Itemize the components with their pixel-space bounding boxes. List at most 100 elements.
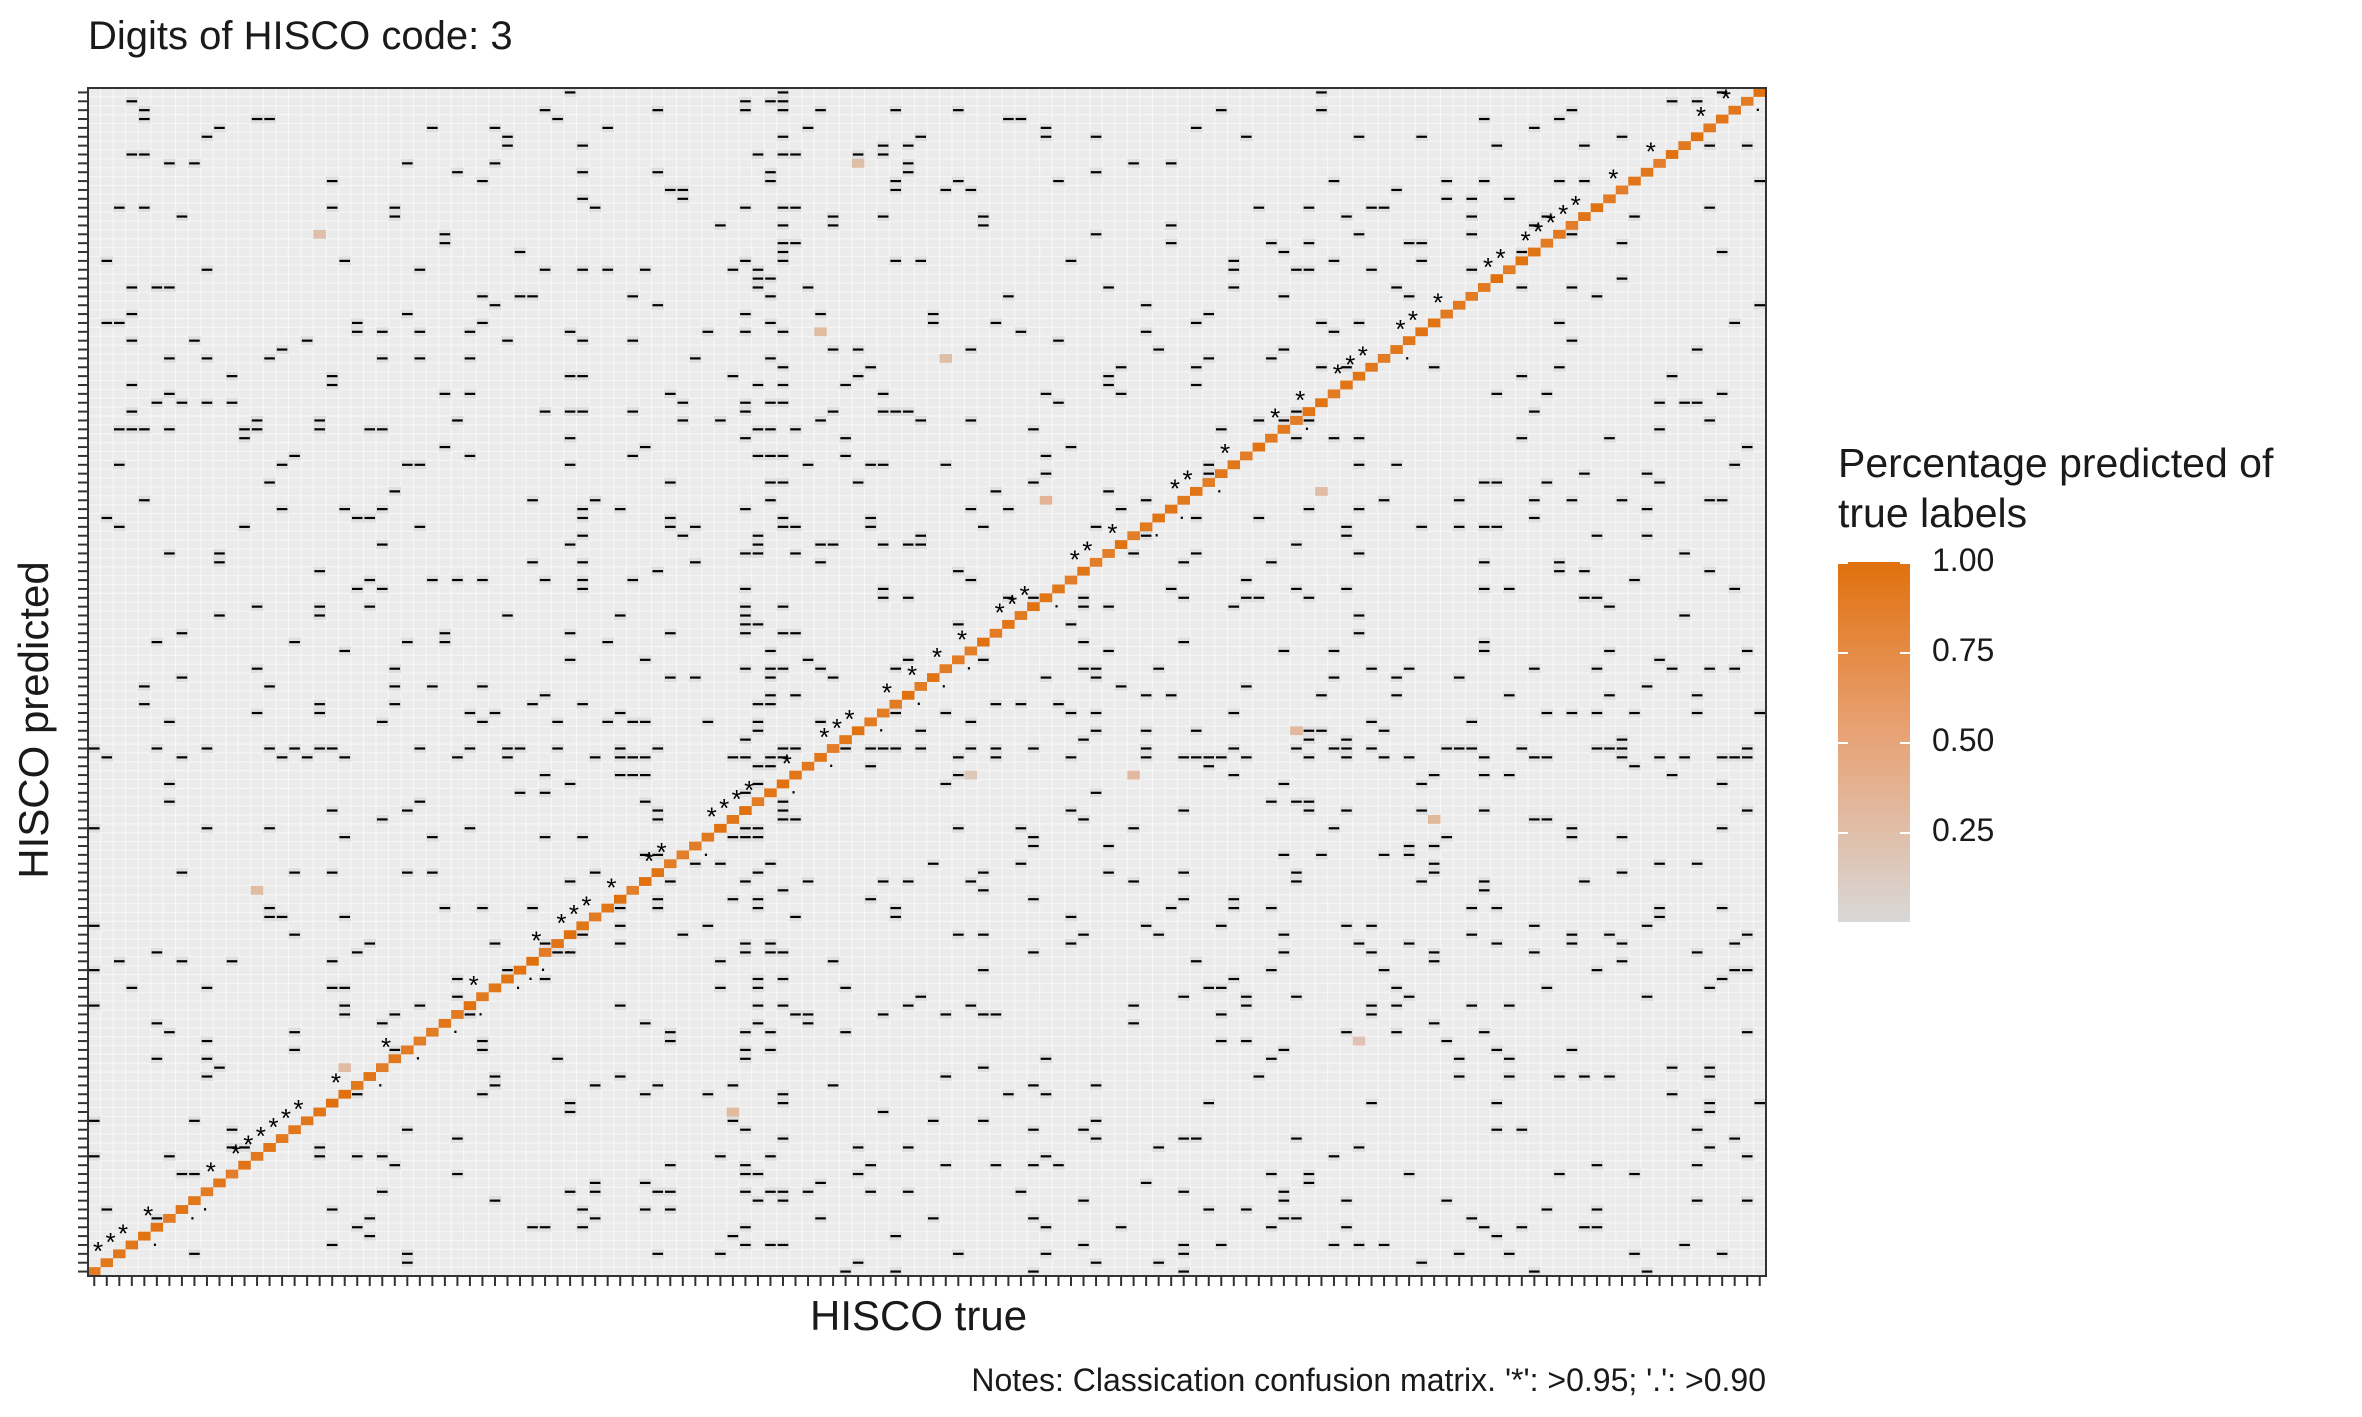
x-axis-label: HISCO true (810, 1292, 1028, 1339)
diagonal-cell (914, 682, 927, 691)
diagonal-cell (1715, 114, 1729, 124)
diagonal-cell (1628, 176, 1641, 186)
diagonal-cell (413, 1036, 427, 1046)
star-marker: * (719, 793, 729, 823)
panel-border (87, 87, 1767, 1277)
diagonal-cell (864, 717, 877, 727)
diagonal-cell (1302, 407, 1316, 417)
star-marker: * (1646, 137, 1656, 167)
dot-marker: . (1179, 499, 1185, 524)
heatmap-cell (726, 1107, 740, 1117)
dot-marker: . (452, 1013, 458, 1038)
heatmap-cell (1290, 726, 1303, 736)
diagonal-cell (1352, 371, 1366, 381)
diagonal-cell (1740, 96, 1754, 106)
legend-tick-mark (1838, 742, 1848, 744)
diagonal-cell (1327, 389, 1341, 399)
dot-marker: . (202, 1190, 208, 1215)
dot-marker: . (377, 1066, 383, 1091)
star-marker: * (819, 722, 829, 752)
diagonal-cell (1365, 362, 1378, 372)
star-marker: * (932, 642, 942, 672)
diagonal-cell (300, 1116, 314, 1126)
star-marker: * (1182, 465, 1192, 495)
star-marker: * (657, 837, 667, 867)
diagonal-cell (1753, 88, 1766, 97)
heatmap-cell (939, 353, 953, 363)
star-marker: * (143, 1201, 153, 1231)
diagonal-cell (1615, 185, 1629, 195)
star-marker: * (1333, 358, 1343, 388)
diagonal-cell (1565, 220, 1579, 230)
star-marker: * (569, 899, 579, 929)
legend-tick-label: 0.50 (1932, 722, 1995, 758)
diagonal-cell (939, 664, 953, 674)
diagonal-cell (1340, 380, 1353, 390)
diagonal-cell (1653, 158, 1666, 168)
diagonal-cell (313, 1107, 326, 1117)
diagonal-cell (613, 894, 627, 904)
dot-marker: . (565, 933, 571, 958)
diagonal-cell (1603, 194, 1616, 204)
diagonal-cell (275, 1134, 289, 1144)
diagonal-cell (851, 726, 865, 736)
diagonal-cell (1528, 247, 1541, 257)
diagonal-cell (764, 788, 777, 798)
diagonal-cell (1665, 150, 1679, 159)
diagonal-cell (638, 877, 652, 886)
dot-marker: . (1053, 588, 1059, 613)
star-marker: * (1107, 518, 1117, 548)
dot-marker: . (152, 1226, 158, 1251)
star-marker: * (268, 1112, 278, 1142)
legend-tick-label: 1.00 (1932, 542, 1995, 578)
dot-marker: . (1404, 339, 1410, 364)
diagonal-cell (789, 770, 802, 780)
heatmap-cell (338, 1063, 351, 1073)
diagonal-cell (664, 859, 677, 869)
diagonal-cell (1315, 398, 1328, 408)
diagonal-cell (1252, 442, 1266, 452)
diagonal-cell (801, 761, 815, 771)
star-marker: * (1521, 225, 1531, 255)
dot-marker: . (415, 1040, 421, 1065)
diagonal-cell (1265, 433, 1278, 443)
diagonal-cell (88, 1267, 101, 1276)
star-marker: * (1270, 403, 1280, 433)
diagonal-cell (626, 885, 639, 895)
star-marker: * (381, 1032, 391, 1062)
diagonal-cell (1590, 203, 1604, 213)
star-marker: * (293, 1094, 303, 1124)
star-marker: * (106, 1227, 116, 1257)
diagonal-cell (1415, 327, 1428, 337)
diagonal-cell (1452, 300, 1466, 310)
diagonal-cell (1578, 212, 1591, 221)
diagonal-cell (401, 1045, 414, 1055)
star-marker: * (1220, 438, 1230, 468)
diagonal-cell (1402, 336, 1416, 346)
diagonal-cell (175, 1205, 189, 1214)
star-marker: * (1358, 341, 1368, 371)
star-marker: * (1408, 305, 1418, 335)
diagonal-cell (1377, 353, 1391, 363)
diagonal-cell (1515, 256, 1529, 266)
dot-marker: . (1154, 517, 1160, 542)
star-marker: * (606, 873, 616, 903)
star-marker: * (231, 1139, 241, 1169)
star-marker: * (118, 1218, 128, 1248)
star-marker: * (1345, 349, 1355, 379)
diagonal-cell (1064, 575, 1078, 585)
diagonal-cell (1189, 486, 1203, 496)
diagonal-cell (338, 1089, 351, 1099)
legend-tick-mark (1838, 832, 1848, 834)
star-marker: * (1558, 199, 1568, 229)
star-marker: * (844, 704, 854, 734)
star-marker: * (644, 846, 654, 876)
dot-marker: . (703, 836, 709, 861)
y-axis-label: HISCO predicted (10, 561, 57, 879)
dot-marker: . (791, 774, 797, 799)
diagonal-cell (964, 646, 978, 656)
diagonal-cell (1703, 123, 1716, 133)
star-marker: * (256, 1121, 266, 1151)
star-marker: * (1483, 252, 1493, 282)
star-marker: * (1295, 385, 1305, 415)
